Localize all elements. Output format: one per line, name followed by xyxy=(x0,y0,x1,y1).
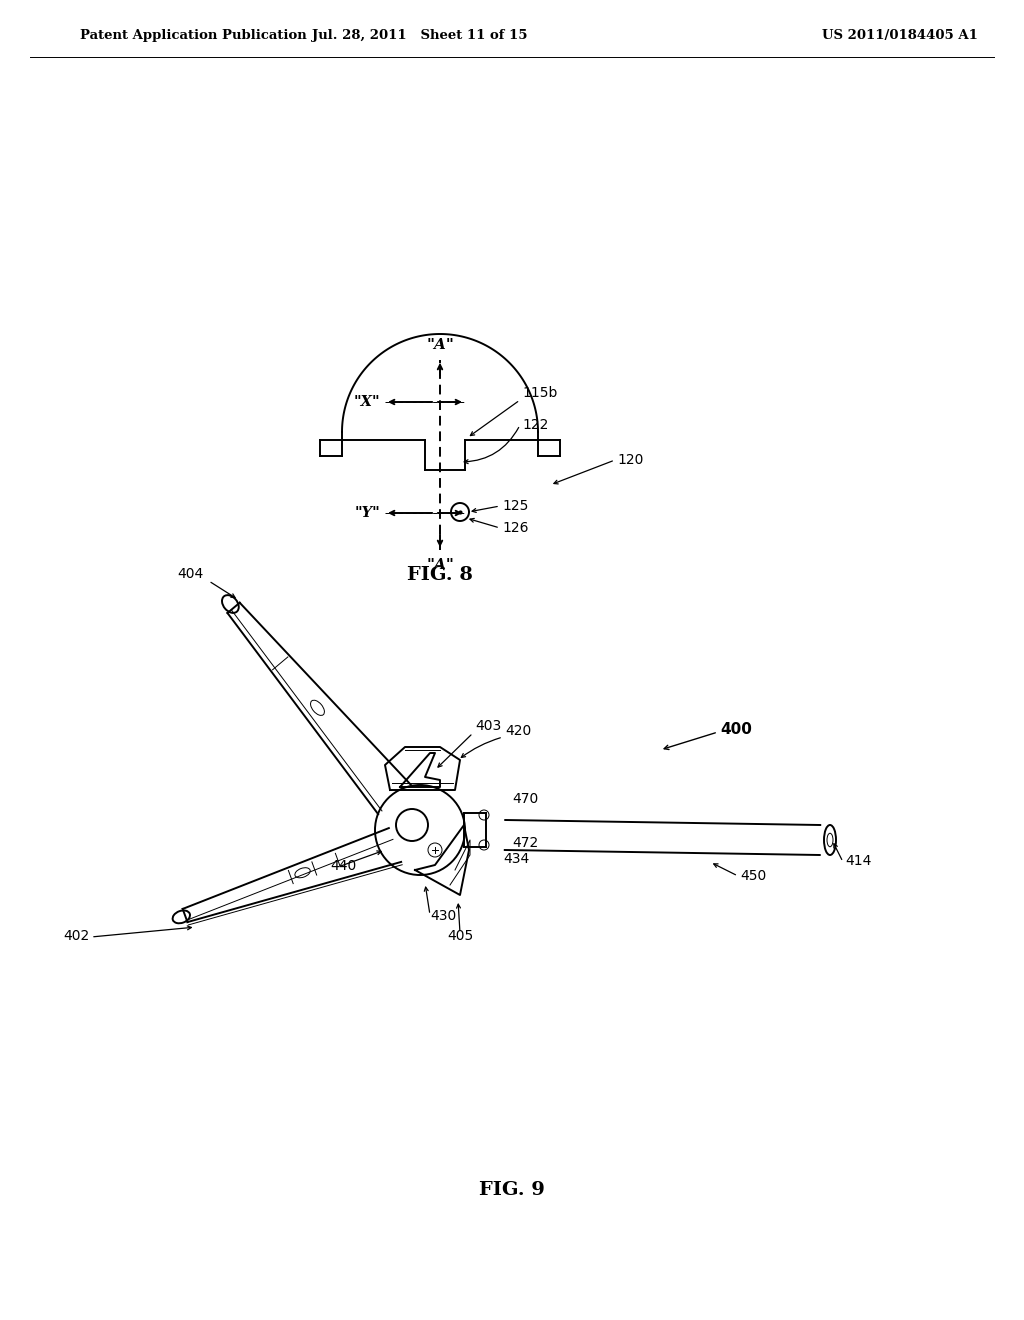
Text: 434: 434 xyxy=(503,851,529,866)
Text: 125: 125 xyxy=(502,499,528,513)
Text: "Y": "Y" xyxy=(354,506,380,520)
Text: "X": "X" xyxy=(353,395,380,409)
Text: 402: 402 xyxy=(63,929,90,942)
Text: 414: 414 xyxy=(845,854,871,869)
Text: Patent Application Publication: Patent Application Publication xyxy=(80,29,307,41)
Text: 430: 430 xyxy=(430,909,457,923)
Text: 126: 126 xyxy=(502,521,528,535)
Text: US 2011/0184405 A1: US 2011/0184405 A1 xyxy=(822,29,978,41)
Text: Jul. 28, 2011   Sheet 11 of 15: Jul. 28, 2011 Sheet 11 of 15 xyxy=(312,29,527,41)
Text: 120: 120 xyxy=(617,453,643,467)
Text: 450: 450 xyxy=(740,869,766,883)
Text: 472: 472 xyxy=(512,836,539,850)
Text: 115b: 115b xyxy=(522,385,557,400)
Text: "A": "A" xyxy=(426,338,454,352)
Text: 470: 470 xyxy=(512,792,539,807)
Text: 404: 404 xyxy=(177,566,204,581)
Text: 440: 440 xyxy=(330,859,356,873)
Text: "A": "A" xyxy=(426,558,454,572)
Text: 403: 403 xyxy=(475,719,502,733)
Text: FIG. 9: FIG. 9 xyxy=(479,1181,545,1199)
Text: 400: 400 xyxy=(720,722,752,738)
Text: 405: 405 xyxy=(446,929,473,942)
Text: 420: 420 xyxy=(505,723,531,738)
Text: 122: 122 xyxy=(522,418,549,432)
Text: FIG. 8: FIG. 8 xyxy=(408,566,473,583)
